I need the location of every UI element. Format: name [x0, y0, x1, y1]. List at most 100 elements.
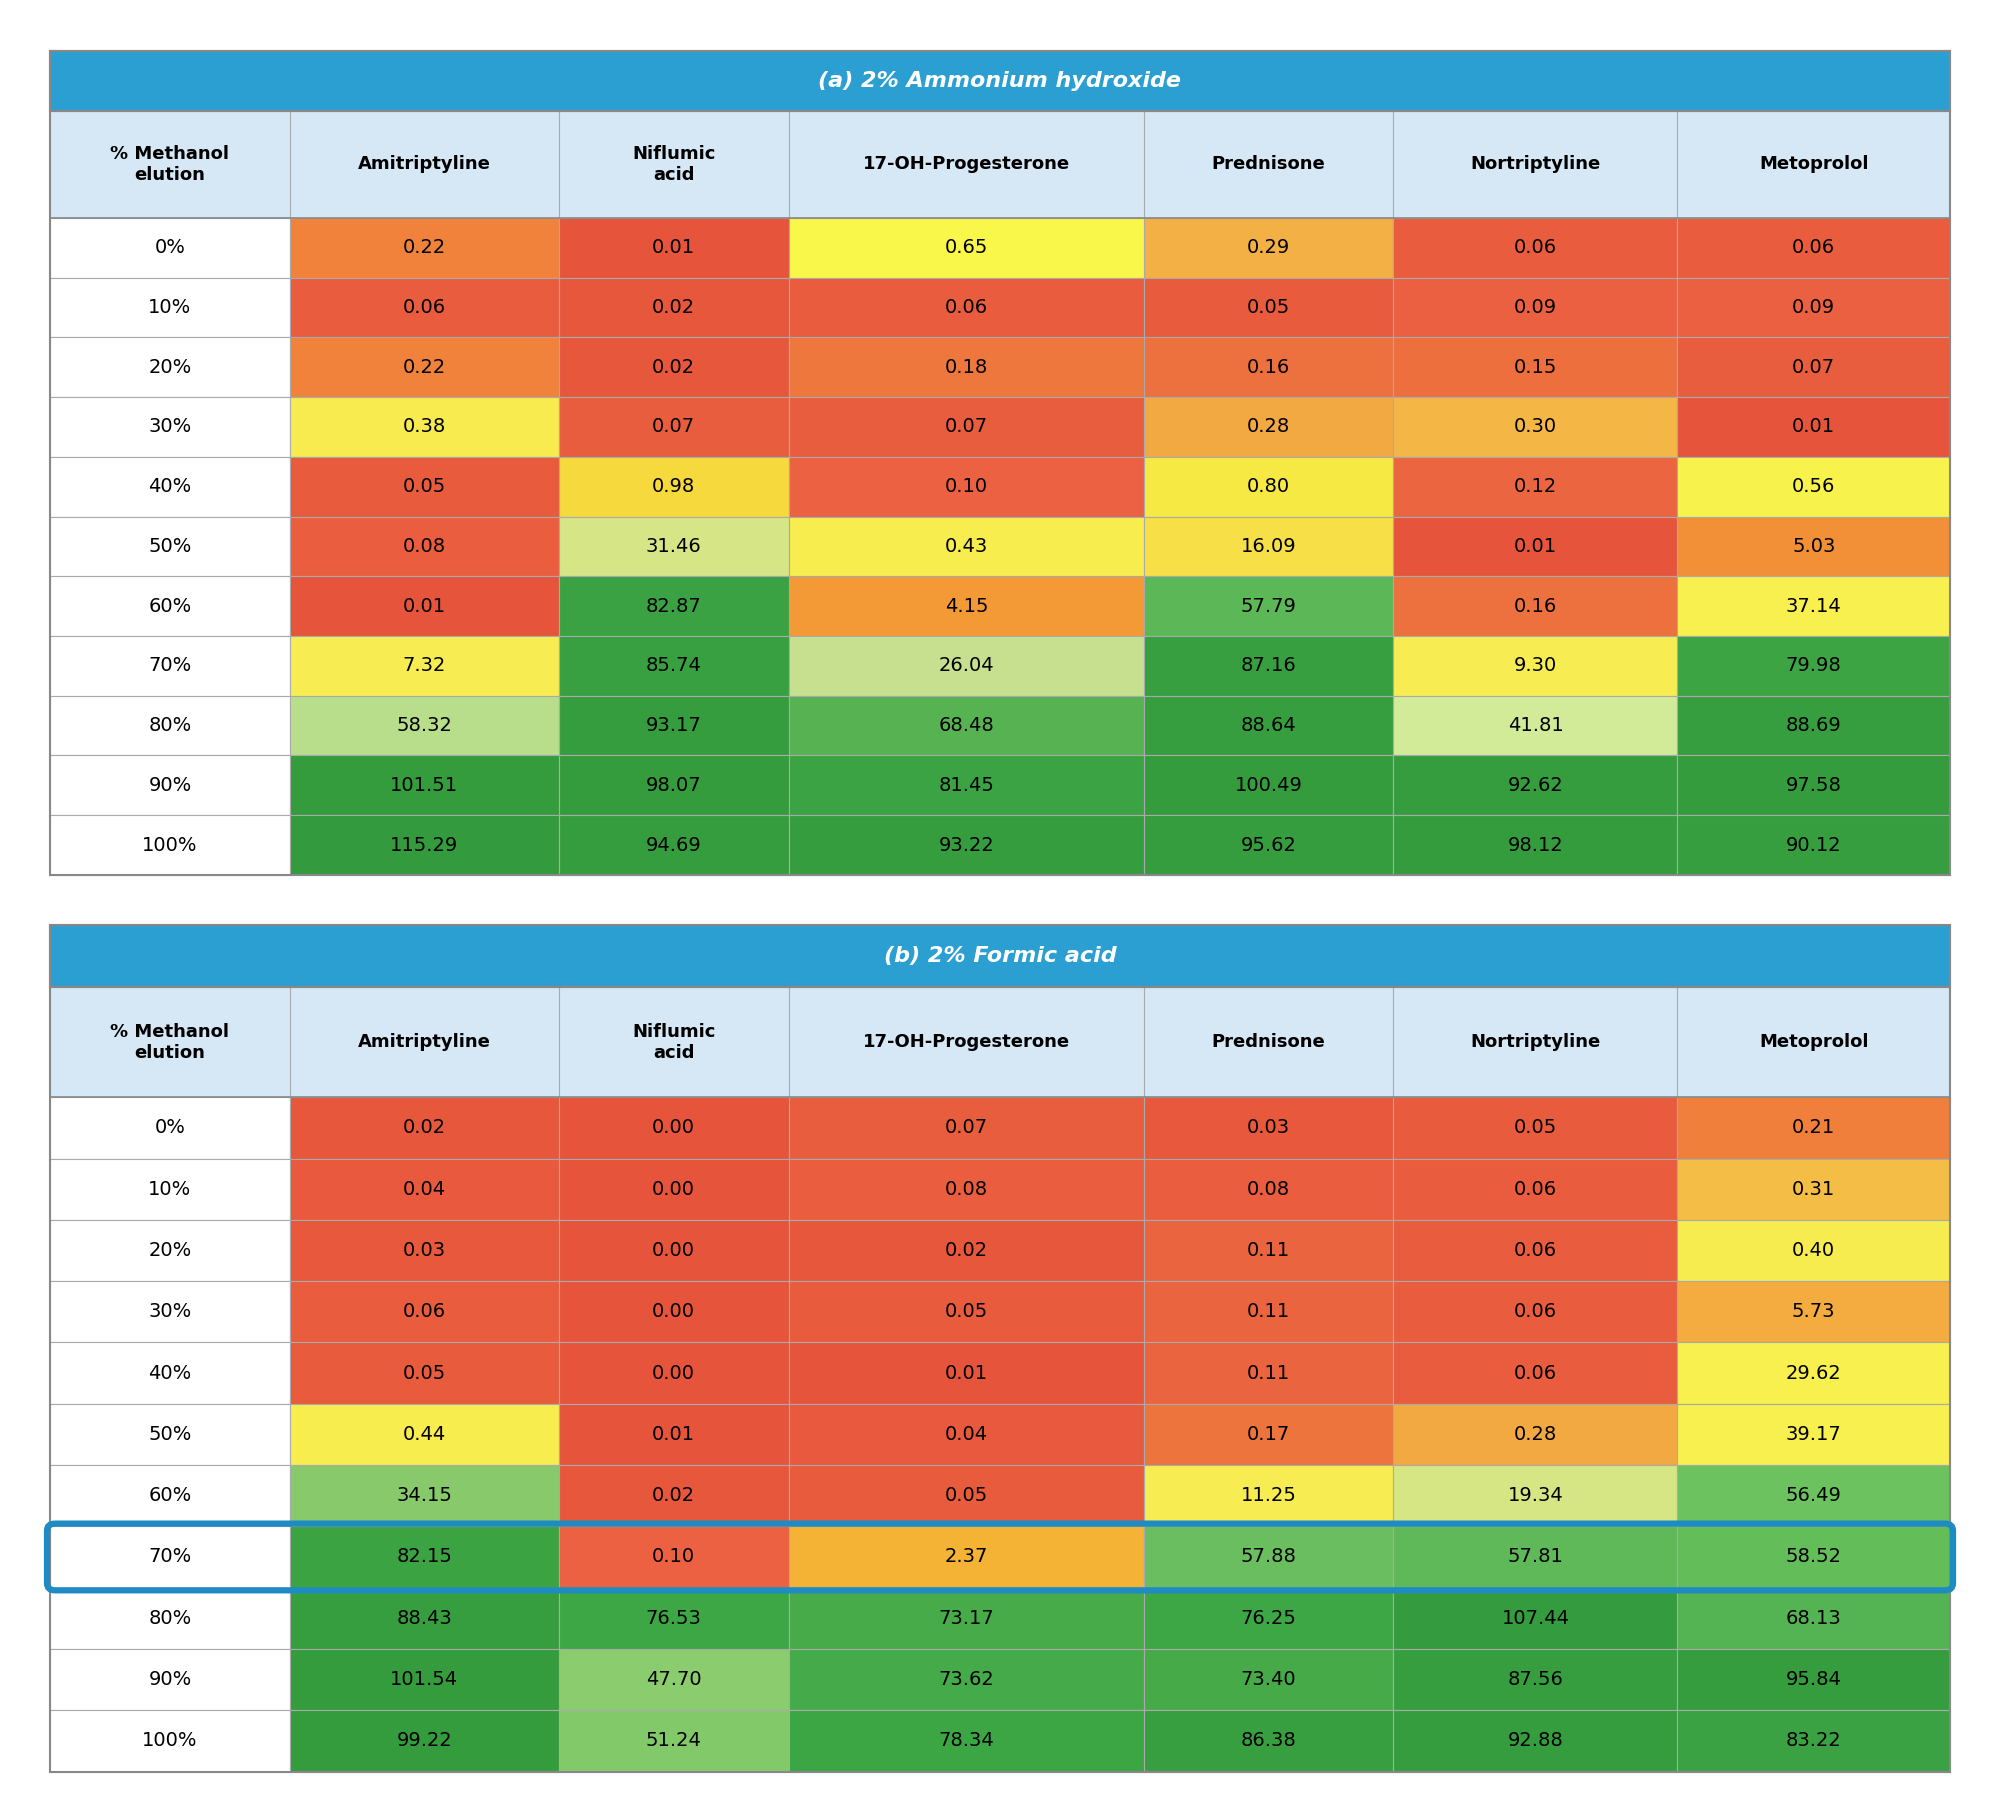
Text: 41.81: 41.81: [1508, 716, 1564, 734]
Bar: [1678, 1220, 1950, 1281]
Bar: [788, 1220, 1144, 1281]
Bar: [50, 1465, 290, 1526]
Bar: [50, 1710, 290, 1772]
Text: 78.34: 78.34: [938, 1732, 994, 1750]
Text: 0.05: 0.05: [944, 1302, 988, 1321]
Bar: [1678, 397, 1950, 456]
Bar: [290, 1097, 558, 1158]
Text: 26.04: 26.04: [938, 657, 994, 675]
Bar: [1394, 278, 1678, 337]
Bar: [1678, 696, 1950, 756]
Bar: [1678, 1710, 1950, 1772]
Text: 0.12: 0.12: [1514, 478, 1558, 496]
Text: 5.03: 5.03: [1792, 538, 1836, 556]
Bar: [558, 1588, 788, 1649]
Bar: [290, 1220, 558, 1281]
Bar: [1394, 218, 1678, 278]
Text: 19.34: 19.34: [1508, 1486, 1564, 1505]
Text: 0.10: 0.10: [944, 478, 988, 496]
Bar: [1678, 1465, 1950, 1526]
Bar: [788, 456, 1144, 516]
Bar: [1144, 278, 1394, 337]
Bar: [290, 1158, 558, 1220]
Text: 0.43: 0.43: [944, 538, 988, 556]
Text: 60%: 60%: [148, 597, 192, 615]
Text: 0.10: 0.10: [652, 1548, 696, 1566]
Text: 30%: 30%: [148, 1302, 192, 1321]
Bar: [1144, 1158, 1394, 1220]
Text: 5.73: 5.73: [1792, 1302, 1836, 1321]
Text: 0.80: 0.80: [1248, 478, 1290, 496]
Text: 88.43: 88.43: [396, 1609, 452, 1627]
Bar: [1394, 516, 1678, 575]
Bar: [558, 696, 788, 756]
Text: 57.88: 57.88: [1240, 1548, 1296, 1566]
Text: 0.01: 0.01: [652, 238, 696, 258]
Bar: [558, 516, 788, 575]
Text: 93.17: 93.17: [646, 716, 702, 734]
Text: 57.81: 57.81: [1508, 1548, 1564, 1566]
Bar: [290, 1465, 558, 1526]
Bar: [290, 1588, 558, 1649]
Text: 17-OH-Progesterone: 17-OH-Progesterone: [862, 1034, 1070, 1052]
Text: 90%: 90%: [148, 1671, 192, 1689]
Bar: [1144, 218, 1394, 278]
Text: 76.53: 76.53: [646, 1609, 702, 1627]
Text: 0.09: 0.09: [1514, 298, 1558, 318]
Text: 0.44: 0.44: [402, 1425, 446, 1443]
Bar: [50, 110, 1950, 218]
Bar: [50, 51, 1950, 110]
Bar: [50, 337, 290, 397]
Text: 0.07: 0.07: [944, 1118, 988, 1137]
Text: 68.48: 68.48: [938, 716, 994, 734]
Text: 20%: 20%: [148, 1241, 192, 1259]
Bar: [1144, 1097, 1394, 1158]
Text: 0.98: 0.98: [652, 478, 696, 496]
Text: 0.16: 0.16: [1248, 357, 1290, 377]
Text: 16.09: 16.09: [1240, 538, 1296, 556]
Bar: [50, 1526, 290, 1588]
Bar: [1678, 218, 1950, 278]
Text: 80%: 80%: [148, 716, 192, 734]
Bar: [1144, 1281, 1394, 1342]
Text: 58.32: 58.32: [396, 716, 452, 734]
Bar: [1394, 696, 1678, 756]
Bar: [290, 516, 558, 575]
Bar: [788, 1710, 1144, 1772]
Text: 17-OH-Progesterone: 17-OH-Progesterone: [862, 155, 1070, 173]
Bar: [1394, 815, 1678, 875]
Bar: [1394, 1710, 1678, 1772]
Bar: [1678, 637, 1950, 696]
Bar: [1678, 278, 1950, 337]
Text: Metoprolol: Metoprolol: [1758, 155, 1868, 173]
Bar: [1144, 456, 1394, 516]
Text: 0.11: 0.11: [1248, 1241, 1290, 1259]
Text: 97.58: 97.58: [1786, 776, 1842, 796]
Text: 0.09: 0.09: [1792, 298, 1836, 318]
Text: Amitriptyline: Amitriptyline: [358, 1034, 490, 1052]
Text: 0.01: 0.01: [1514, 538, 1558, 556]
Text: 101.54: 101.54: [390, 1671, 458, 1689]
Text: 0.00: 0.00: [652, 1302, 696, 1321]
Text: 90.12: 90.12: [1786, 835, 1842, 855]
Bar: [1144, 637, 1394, 696]
Text: 100%: 100%: [142, 835, 198, 855]
Bar: [558, 337, 788, 397]
Text: 0.05: 0.05: [1248, 298, 1290, 318]
Text: 0.22: 0.22: [402, 238, 446, 258]
Text: 0.29: 0.29: [1248, 238, 1290, 258]
Text: 0.17: 0.17: [1248, 1425, 1290, 1443]
Bar: [788, 1404, 1144, 1465]
Text: 0.01: 0.01: [652, 1425, 696, 1443]
Text: 82.87: 82.87: [646, 597, 702, 615]
Bar: [1144, 1404, 1394, 1465]
Text: 0.01: 0.01: [402, 597, 446, 615]
Text: 47.70: 47.70: [646, 1671, 702, 1689]
Bar: [788, 637, 1144, 696]
Bar: [1678, 756, 1950, 815]
Bar: [290, 278, 558, 337]
Text: 0.11: 0.11: [1248, 1364, 1290, 1382]
Text: 0.16: 0.16: [1514, 597, 1558, 615]
Bar: [558, 575, 788, 637]
Text: 76.25: 76.25: [1240, 1609, 1296, 1627]
